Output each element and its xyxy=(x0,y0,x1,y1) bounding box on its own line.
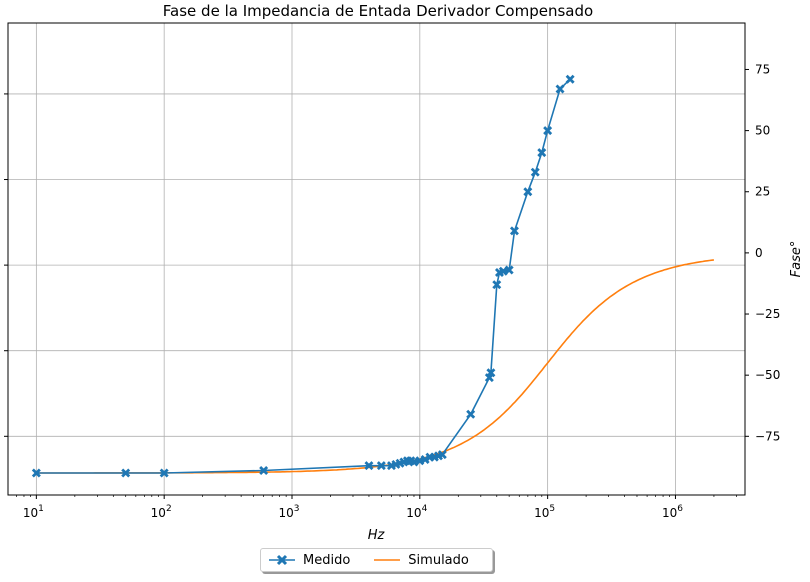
data-point-medido xyxy=(159,468,169,478)
data-point-medido xyxy=(466,409,476,419)
data-point-medido xyxy=(121,468,131,478)
y-tick-label: −50 xyxy=(755,368,780,382)
data-point-medido xyxy=(259,466,269,476)
data-point-medido xyxy=(530,167,540,177)
y-axis-label: Fase° xyxy=(789,241,804,278)
data-point-medido xyxy=(31,468,41,478)
x-tick-exponent: 5 xyxy=(549,504,555,514)
y-tick-label: 0 xyxy=(755,246,763,260)
data-point-medido xyxy=(437,450,447,460)
grid xyxy=(8,23,745,495)
x-axis-label: Hz xyxy=(368,528,386,543)
chart-title: Fase de la Impedancia de Entada Derivado… xyxy=(163,2,593,20)
y-tick-label: −75 xyxy=(755,429,780,443)
x-tick-exponent: 1 xyxy=(38,504,44,514)
legend-label-medido: Medido xyxy=(303,552,351,568)
data-point-medido xyxy=(492,280,502,290)
data-point-medido xyxy=(523,187,533,197)
legend-label-simulado: Simulado xyxy=(408,552,469,568)
y-tick-label: 75 xyxy=(755,62,770,76)
data-point-medido xyxy=(420,455,430,465)
x-tick-exponent: 3 xyxy=(294,504,300,514)
x-tick-label: 105 xyxy=(534,504,555,520)
x-tick-exponent: 4 xyxy=(422,504,428,514)
series-layer xyxy=(31,74,715,478)
data-point-medido xyxy=(504,265,514,275)
data-point-medido xyxy=(498,266,508,276)
x-tick-exponent: 2 xyxy=(166,504,172,514)
legend-swatch-medido xyxy=(269,554,295,566)
data-point-medido xyxy=(543,126,553,136)
x-tick-label: 106 xyxy=(662,504,683,520)
legend-item-simulado: Simulado xyxy=(372,553,469,568)
x-tick-exponent: 6 xyxy=(677,504,683,514)
y-tick-label: 25 xyxy=(755,185,770,199)
x-tick-label: 103 xyxy=(278,504,299,520)
y-tick-label: 50 xyxy=(755,124,770,138)
data-point-medido xyxy=(509,226,519,236)
legend: Medido Simulado xyxy=(260,548,493,572)
x-tick-label: 102 xyxy=(151,504,172,520)
data-point-medido xyxy=(537,148,547,158)
plot-frame xyxy=(7,22,746,496)
data-point-medido xyxy=(555,84,565,94)
data-point-medido xyxy=(376,461,386,471)
data-point-medido xyxy=(565,74,575,84)
data-point-medido xyxy=(409,457,419,467)
x-tick-label: 104 xyxy=(406,504,427,520)
data-point-medido xyxy=(486,368,496,378)
legend-swatch-simulado xyxy=(374,559,401,561)
y-tick-label: −25 xyxy=(755,307,780,321)
series-line-medido xyxy=(36,78,571,474)
x-tick-label: 101 xyxy=(23,504,44,520)
series-line-simulado xyxy=(36,259,715,474)
data-point-medido xyxy=(364,461,374,471)
legend-item-medido: Medido xyxy=(267,553,350,568)
